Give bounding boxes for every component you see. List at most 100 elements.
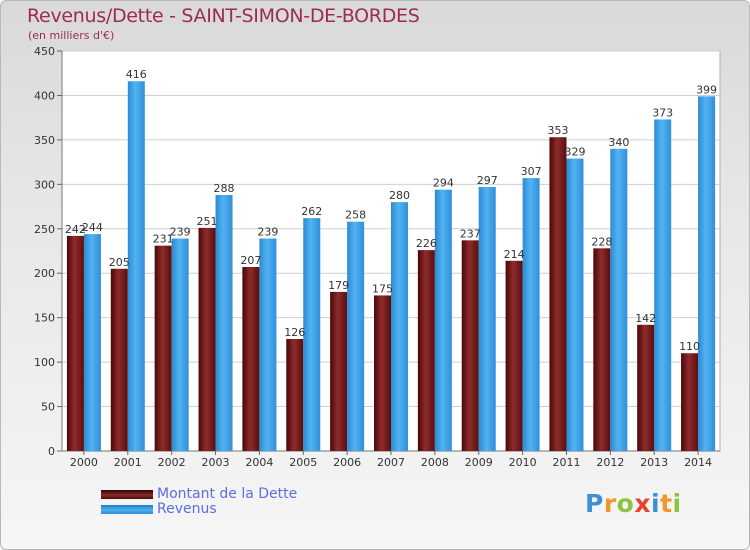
bar-revenus bbox=[347, 221, 365, 451]
data-label-dette: 207 bbox=[240, 254, 261, 267]
data-label-dette: 226 bbox=[416, 237, 437, 250]
data-label-revenus: 258 bbox=[345, 209, 366, 222]
data-label-revenus: 297 bbox=[477, 174, 498, 187]
x-tick-label: 2002 bbox=[158, 456, 186, 469]
bar-revenus bbox=[171, 238, 189, 451]
x-tick-label: 2004 bbox=[245, 456, 273, 469]
bar-dette bbox=[330, 291, 348, 451]
bar-revenus bbox=[478, 187, 496, 451]
bar-revenus bbox=[566, 158, 584, 452]
bar-dette bbox=[593, 248, 611, 451]
bar-revenus bbox=[303, 218, 321, 451]
legend-label-revenus: Revenus bbox=[157, 501, 217, 517]
data-label-revenus: 288 bbox=[214, 182, 235, 195]
y-tick-label: 400 bbox=[34, 89, 55, 102]
bar-dette bbox=[505, 260, 523, 451]
logo-letter: i bbox=[672, 489, 682, 518]
bar-dette bbox=[110, 268, 128, 451]
bar-dette bbox=[549, 137, 567, 451]
x-tick-label: 2006 bbox=[333, 456, 361, 469]
bar-revenus bbox=[259, 238, 277, 451]
y-tick-label: 350 bbox=[34, 134, 55, 147]
chart-title: Revenus/Dette - SAINT-SIMON-DE-BORDES bbox=[27, 5, 420, 27]
logo-letter: x bbox=[634, 489, 651, 518]
x-tick-label: 2001 bbox=[114, 456, 142, 469]
data-label-revenus: 239 bbox=[257, 226, 278, 239]
bar-dette bbox=[198, 227, 216, 451]
bar-revenus bbox=[698, 96, 716, 451]
data-label-revenus: 373 bbox=[652, 106, 673, 119]
logo-letter: i bbox=[651, 489, 661, 518]
bar-dette bbox=[637, 324, 655, 451]
data-label-revenus: 262 bbox=[301, 205, 322, 218]
data-label-revenus: 280 bbox=[389, 189, 410, 202]
data-label-revenus: 329 bbox=[564, 146, 585, 159]
data-label-dette: 353 bbox=[547, 124, 568, 137]
data-label-dette: 205 bbox=[109, 256, 130, 269]
data-label-dette: 214 bbox=[504, 248, 525, 261]
data-label-dette: 110 bbox=[679, 340, 700, 353]
y-tick-label: 50 bbox=[41, 401, 55, 414]
bar-revenus bbox=[610, 148, 628, 451]
bar-revenus bbox=[127, 81, 145, 451]
data-label-dette: 142 bbox=[635, 312, 656, 325]
logo-letter: o bbox=[616, 489, 635, 518]
x-tick-label: 2010 bbox=[509, 456, 537, 469]
y-tick-label: 250 bbox=[34, 223, 55, 236]
data-label-dette: 231 bbox=[153, 233, 174, 246]
logo-letter: t bbox=[660, 489, 673, 518]
x-tick-label: 2011 bbox=[552, 456, 580, 469]
data-label-revenus: 294 bbox=[433, 177, 454, 190]
bar-dette bbox=[66, 235, 84, 451]
x-tick-label: 2003 bbox=[202, 456, 230, 469]
x-tick-label: 2007 bbox=[377, 456, 405, 469]
bar-revenus bbox=[522, 178, 540, 451]
y-tick-label: 200 bbox=[34, 267, 55, 280]
bar-dette bbox=[461, 240, 479, 451]
x-tick-label: 2012 bbox=[596, 456, 624, 469]
y-tick-label: 0 bbox=[48, 445, 55, 458]
y-tick-label: 300 bbox=[34, 178, 55, 191]
bar-revenus bbox=[215, 195, 233, 451]
bar-dette bbox=[242, 267, 260, 451]
bar-dette bbox=[417, 250, 435, 451]
data-label-revenus: 340 bbox=[608, 136, 629, 149]
x-tick-label: 2013 bbox=[640, 456, 668, 469]
data-label-revenus: 244 bbox=[82, 221, 103, 234]
x-tick-label: 2000 bbox=[70, 456, 98, 469]
legend-label-dette: Montant de la Dette bbox=[157, 486, 298, 502]
legend-swatch-dette bbox=[101, 490, 153, 499]
logo-letter: P bbox=[585, 489, 604, 518]
bar-dette bbox=[374, 295, 391, 451]
data-label-dette: 237 bbox=[460, 227, 481, 240]
data-label-dette: 251 bbox=[197, 215, 218, 228]
logo-letter: r bbox=[603, 489, 617, 518]
bar-dette bbox=[681, 353, 699, 451]
data-label-dette: 242 bbox=[65, 223, 86, 236]
x-tick-label: 2009 bbox=[465, 456, 493, 469]
data-label-revenus: 399 bbox=[696, 83, 717, 96]
data-label-dette: 175 bbox=[372, 282, 393, 295]
bar-dette bbox=[154, 245, 172, 451]
data-label-dette: 179 bbox=[328, 279, 349, 292]
x-tick-label: 2005 bbox=[289, 456, 317, 469]
data-label-dette: 228 bbox=[591, 235, 612, 248]
y-tick-label: 450 bbox=[34, 45, 55, 58]
data-label-revenus: 239 bbox=[170, 226, 191, 239]
data-label-dette: 126 bbox=[284, 326, 305, 339]
y-tick-label: 150 bbox=[34, 312, 55, 325]
data-label-revenus: 307 bbox=[521, 165, 542, 178]
y-tick-label: 100 bbox=[34, 356, 55, 369]
data-label-revenus: 416 bbox=[126, 68, 147, 81]
legend-swatch-revenus bbox=[101, 505, 153, 514]
bar-revenus bbox=[434, 189, 452, 451]
bar-revenus bbox=[391, 202, 408, 451]
bar-revenus bbox=[83, 234, 101, 451]
x-tick-label: 2008 bbox=[421, 456, 449, 469]
bar-dette bbox=[286, 339, 304, 451]
bar-revenus bbox=[654, 119, 672, 451]
proxiti-logo: Proxiti bbox=[585, 489, 682, 518]
chart-subtitle: (en milliers d'€) bbox=[28, 29, 115, 42]
